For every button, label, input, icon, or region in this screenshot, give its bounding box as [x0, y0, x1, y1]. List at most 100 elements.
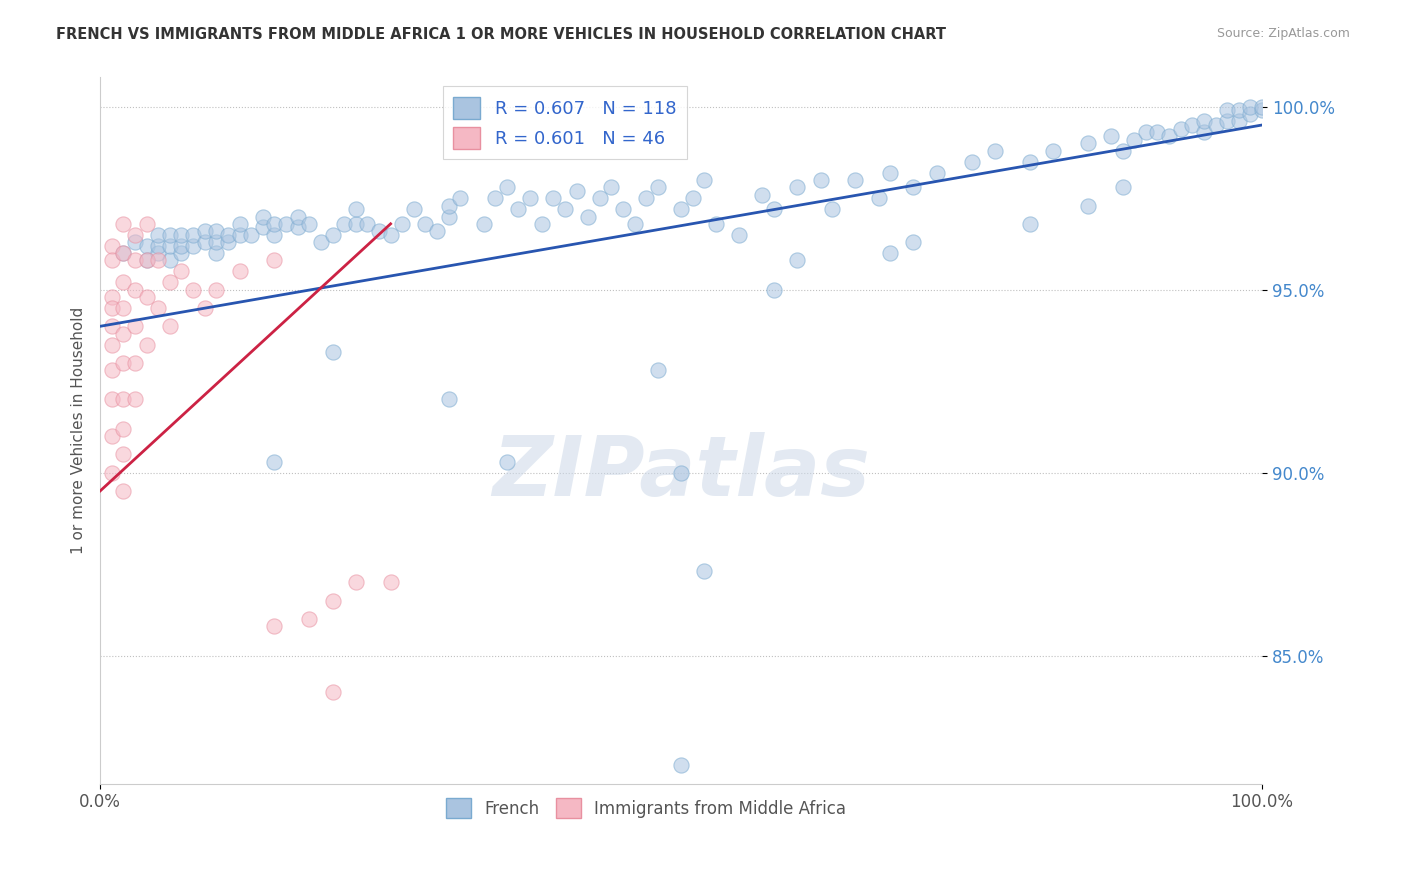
Point — [148, 246, 170, 260]
Point — [263, 253, 285, 268]
Point — [124, 235, 146, 249]
Point — [437, 198, 460, 212]
Point — [1216, 114, 1239, 128]
Point — [669, 758, 692, 772]
Point — [1123, 133, 1146, 147]
Point — [1181, 118, 1204, 132]
Point — [437, 392, 460, 407]
Legend: French, Immigrants from Middle Africa: French, Immigrants from Middle Africa — [439, 791, 853, 825]
Point — [100, 319, 122, 334]
Point — [344, 575, 367, 590]
Point — [100, 392, 122, 407]
Point — [472, 217, 495, 231]
Point — [124, 319, 146, 334]
Point — [647, 180, 669, 194]
Point — [159, 253, 181, 268]
Point — [287, 220, 309, 235]
Point — [124, 227, 146, 242]
Point — [868, 191, 890, 205]
Point — [148, 253, 170, 268]
Point — [135, 290, 157, 304]
Text: FRENCH VS IMMIGRANTS FROM MIDDLE AFRICA 1 OR MORE VEHICLES IN HOUSEHOLD CORRELAT: FRENCH VS IMMIGRANTS FROM MIDDLE AFRICA … — [56, 27, 946, 42]
Point — [576, 210, 599, 224]
Point — [402, 202, 425, 217]
Point — [543, 191, 565, 205]
Point — [1227, 103, 1250, 118]
Point — [821, 202, 844, 217]
Point — [228, 217, 250, 231]
Point — [844, 173, 866, 187]
Point — [1205, 118, 1227, 132]
Point — [112, 447, 135, 461]
Point — [1077, 198, 1099, 212]
Point — [112, 356, 135, 370]
Point — [751, 187, 773, 202]
Point — [135, 337, 157, 351]
Point — [669, 202, 692, 217]
Point — [228, 264, 250, 278]
Point — [170, 246, 193, 260]
Point — [669, 466, 692, 480]
Point — [148, 301, 170, 315]
Point — [159, 239, 181, 253]
Point — [810, 173, 832, 187]
Point — [194, 235, 217, 249]
Point — [693, 173, 716, 187]
Point — [287, 210, 309, 224]
Point — [252, 210, 274, 224]
Point — [763, 202, 786, 217]
Point — [321, 227, 343, 242]
Point — [321, 593, 343, 607]
Point — [530, 217, 553, 231]
Point — [298, 217, 321, 231]
Point — [205, 224, 228, 238]
Point — [484, 191, 506, 205]
Point — [148, 239, 170, 253]
Point — [124, 392, 146, 407]
Point — [1170, 121, 1192, 136]
Point — [786, 253, 808, 268]
Point — [682, 191, 704, 205]
Point — [194, 301, 217, 315]
Point — [380, 575, 402, 590]
Point — [112, 217, 135, 231]
Point — [600, 180, 623, 194]
Point — [1018, 154, 1040, 169]
Point — [228, 227, 250, 242]
Point — [112, 483, 135, 498]
Point — [100, 466, 122, 480]
Point — [925, 165, 948, 179]
Point — [112, 246, 135, 260]
Point — [565, 184, 588, 198]
Point — [159, 319, 181, 334]
Point — [240, 227, 263, 242]
Point — [252, 220, 274, 235]
Point — [100, 253, 122, 268]
Point — [1227, 114, 1250, 128]
Point — [1157, 128, 1180, 143]
Point — [1251, 103, 1274, 118]
Point — [124, 283, 146, 297]
Point — [181, 239, 204, 253]
Point — [1135, 125, 1157, 139]
Point — [159, 276, 181, 290]
Point — [495, 455, 517, 469]
Point — [309, 235, 332, 249]
Point — [124, 253, 146, 268]
Point — [344, 217, 367, 231]
Point — [274, 217, 297, 231]
Point — [554, 202, 576, 217]
Point — [159, 227, 181, 242]
Point — [263, 619, 285, 633]
Point — [1146, 125, 1168, 139]
Point — [100, 363, 122, 377]
Point — [903, 180, 925, 194]
Point — [321, 685, 343, 699]
Point — [100, 290, 122, 304]
Point — [217, 235, 239, 249]
Point — [135, 253, 157, 268]
Point — [263, 455, 285, 469]
Point — [1192, 114, 1215, 128]
Point — [636, 191, 658, 205]
Point — [647, 363, 669, 377]
